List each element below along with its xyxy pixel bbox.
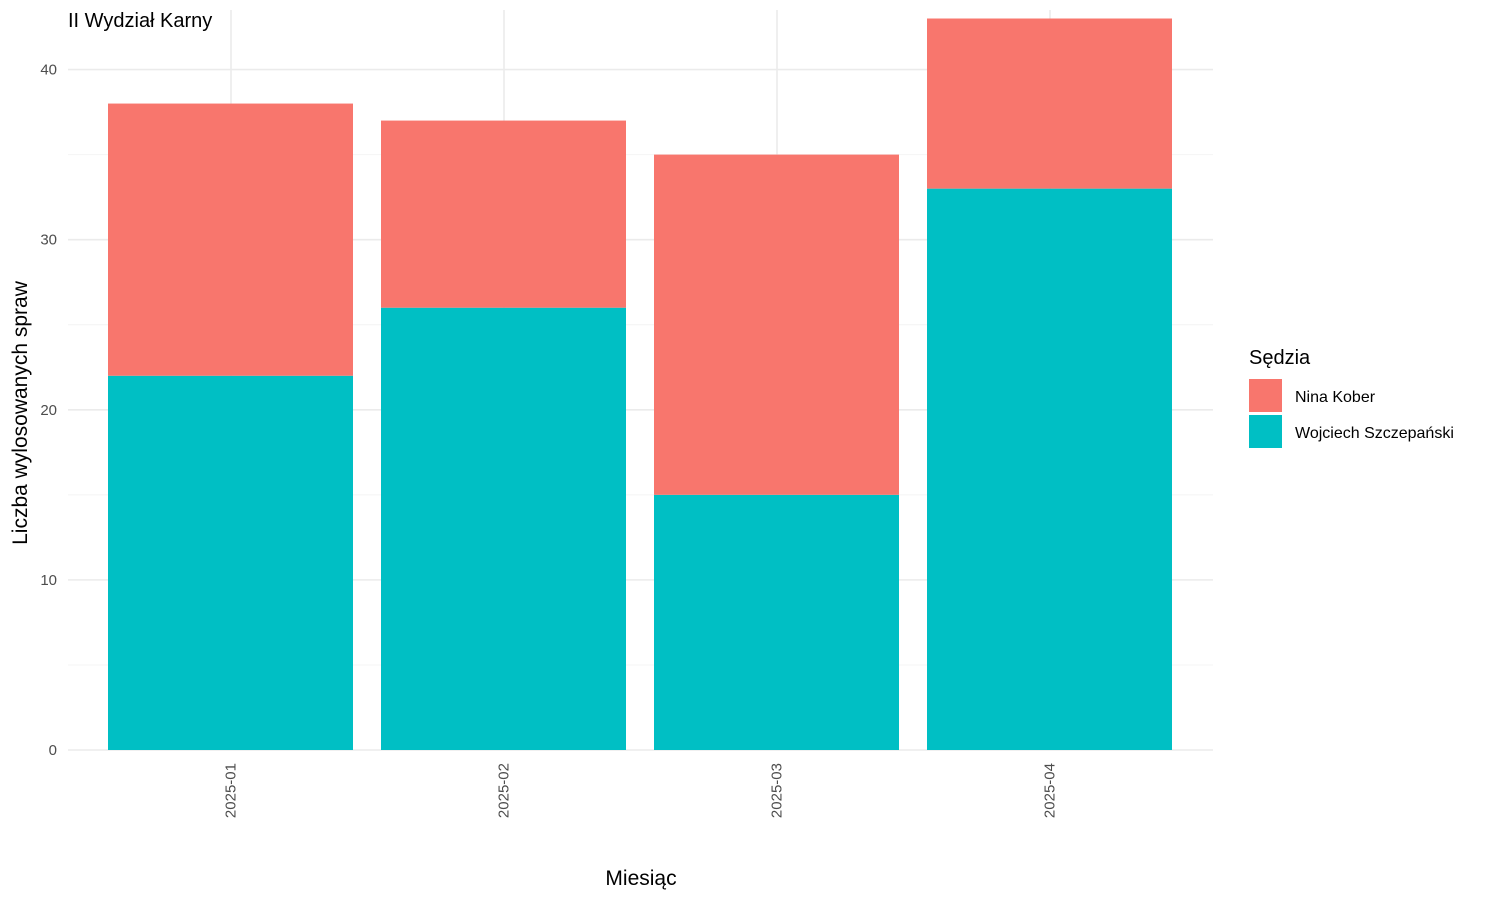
bar-segment bbox=[654, 494, 899, 750]
y-tick-label: 10 bbox=[40, 572, 57, 589]
y-tick-label: 40 bbox=[40, 62, 57, 79]
legend-title: Sędzia bbox=[1249, 347, 1311, 369]
bar-segment bbox=[108, 375, 353, 750]
legend-swatch bbox=[1249, 415, 1282, 448]
bar-segment bbox=[381, 120, 626, 308]
y-axis-ticks: 0 10 20 30 40 bbox=[40, 62, 57, 759]
bars bbox=[108, 18, 1172, 750]
bar-segment bbox=[381, 307, 626, 750]
bar-segment bbox=[654, 154, 899, 495]
x-axis-title: Miesiąc bbox=[605, 867, 676, 890]
y-tick-label: 30 bbox=[40, 232, 57, 249]
legend-items: Nina Kober Wojciech Szczepański bbox=[1249, 379, 1454, 448]
x-axis-ticks: 2025-01 2025-02 2025-03 2025-04 bbox=[223, 763, 1059, 818]
bar-segment bbox=[927, 18, 1172, 189]
legend-swatch bbox=[1249, 379, 1282, 412]
y-tick-label: 0 bbox=[49, 742, 57, 759]
legend-label: Nina Kober bbox=[1295, 389, 1376, 406]
x-tick-label: 2025-02 bbox=[496, 763, 513, 818]
y-axis-title: Liczba wylosowanych spraw bbox=[9, 280, 32, 545]
x-tick-label: 2025-01 bbox=[223, 763, 240, 818]
x-tick-label: 2025-04 bbox=[1042, 763, 1059, 818]
y-tick-label: 20 bbox=[40, 402, 57, 419]
bar-segment bbox=[108, 103, 353, 376]
chart-title: II Wydział Karny bbox=[68, 10, 212, 32]
x-tick-label: 2025-03 bbox=[769, 763, 786, 818]
bar-segment bbox=[927, 188, 1172, 750]
legend: Sędzia Nina Kober Wojciech Szczepański bbox=[1249, 347, 1454, 448]
legend-label: Wojciech Szczepański bbox=[1295, 425, 1454, 442]
